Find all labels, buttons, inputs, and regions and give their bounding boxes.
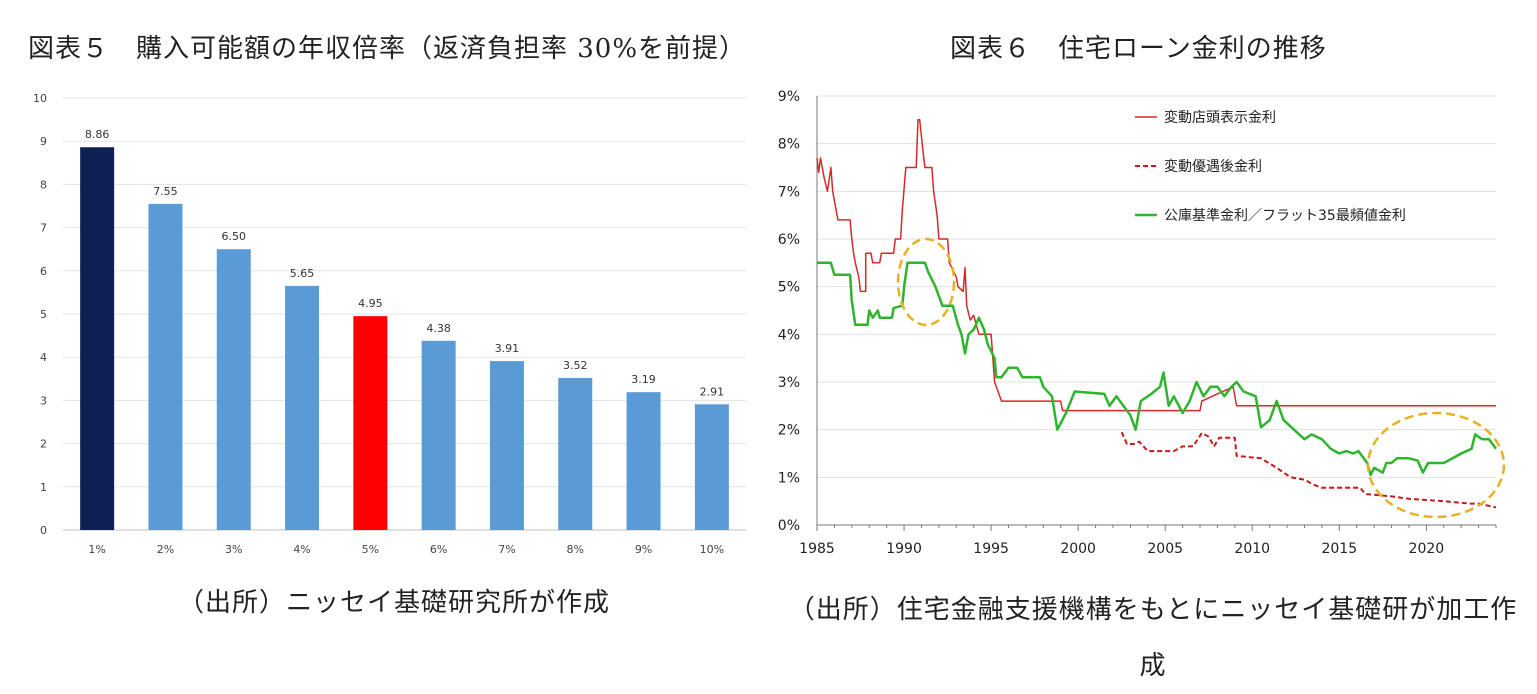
y-tick-label: 10 (33, 92, 47, 105)
x-tick-label: 1985 (799, 541, 835, 557)
x-tick-label: 2010 (1234, 541, 1270, 557)
y-tick-label: 0 (40, 524, 47, 537)
x-tick-label: 8% (567, 543, 584, 556)
bar-value-label: 5.65 (290, 267, 315, 280)
y-tick-label: 0% (778, 518, 800, 534)
x-tick-label: 9% (635, 543, 652, 556)
series-line (1120, 431, 1497, 509)
bar (694, 404, 729, 530)
y-tick-label: 4 (40, 351, 47, 364)
y-tick-label: 7% (778, 184, 800, 200)
chart6-title: 図表６ 住宅ローン金利の推移 (950, 34, 1327, 64)
bar (148, 203, 183, 530)
y-tick-label: 6% (778, 232, 800, 248)
y-tick-label: 6 (40, 265, 47, 278)
x-tick-label: 2015 (1321, 541, 1357, 557)
x-tick-label: 5% (362, 543, 379, 556)
y-tick-label: 2 (40, 438, 47, 451)
y-tick-label: 3 (40, 394, 47, 407)
x-tick-label: 1% (88, 543, 105, 556)
bar (626, 392, 661, 530)
y-tick-label: 3% (778, 375, 800, 391)
x-tick-label: 4% (293, 543, 310, 556)
x-tick-label: 1995 (973, 541, 1009, 557)
y-tick-label: 8% (778, 137, 800, 153)
bar-value-label: 6.50 (222, 230, 247, 243)
bar (80, 147, 115, 531)
legend-label: 変動優遇後金利 (1164, 158, 1262, 175)
bar (489, 361, 524, 530)
bar (558, 377, 593, 530)
bar (216, 249, 251, 530)
bar (353, 316, 388, 530)
highlight-ellipse-1990 (896, 237, 956, 327)
y-tick-label: 9 (40, 135, 47, 148)
y-tick-label: 1 (40, 481, 47, 494)
bar-value-label: 8.86 (85, 128, 110, 141)
chart6-source: （出所）住宅金融支援機構をもとにニッセイ基礎研が加工作成 (788, 595, 1518, 681)
y-tick-label: 7 (40, 222, 47, 235)
x-tick-label: 10% (700, 543, 724, 556)
bar-value-label: 7.55 (153, 185, 178, 198)
y-tick-label: 5 (40, 308, 47, 321)
chart6-line-chart: 0% 1% 2% 3% 4% 5% 6% 7% 8% 9% 1985 1990 1995 2000 2005… (778, 89, 1506, 557)
bar-value-label: 3.19 (631, 373, 656, 386)
x-tick-label: 3% (225, 543, 242, 556)
bar-value-label: 2.91 (700, 385, 725, 398)
y-tick-label: 1% (778, 470, 800, 486)
bar-value-label: 4.38 (426, 322, 451, 335)
highlight-ellipse-recent (1366, 411, 1506, 519)
bar (285, 285, 320, 530)
y-tick-label: 5% (778, 280, 800, 296)
chart5-source: （出所）ニッセイ基礎研究所が作成 (178, 588, 611, 618)
y-tick-label: 2% (778, 423, 800, 439)
x-tick-label: 2005 (1147, 541, 1183, 557)
x-tick-label: 7% (498, 543, 515, 556)
x-tick-label: 6% (430, 543, 447, 556)
chart5-title: 図表５ 購入可能額の年収倍率（返済負担率 30%を前提） (28, 34, 747, 64)
y-tick-label: 9% (778, 89, 800, 105)
y-tick-label: 4% (778, 327, 800, 343)
bar (421, 340, 456, 530)
series-line (816, 119, 1496, 412)
x-tick-label: 2020 (1409, 541, 1445, 557)
x-tick-label: 2% (157, 543, 174, 556)
legend-label: 変動店頭表示金利 (1164, 109, 1276, 126)
x-tick-label: 1990 (886, 541, 922, 557)
x-tick-label: 2000 (1060, 541, 1096, 557)
bar-value-label: 3.91 (495, 342, 520, 355)
chart5-bar-chart: 0 1 2 3 4 5 6 7 8 9 10 8.86 1% 7.55 2% 6.50 3% 5.65 4% 4.95… (33, 92, 746, 556)
bar-value-label: 4.95 (358, 297, 383, 310)
bar-value-label: 3.52 (563, 359, 588, 372)
y-tick-label: 8 (40, 178, 47, 191)
legend-label: 公庫基準金利／フラット35最頻値金利 (1164, 207, 1406, 224)
series-line (817, 261, 1498, 477)
